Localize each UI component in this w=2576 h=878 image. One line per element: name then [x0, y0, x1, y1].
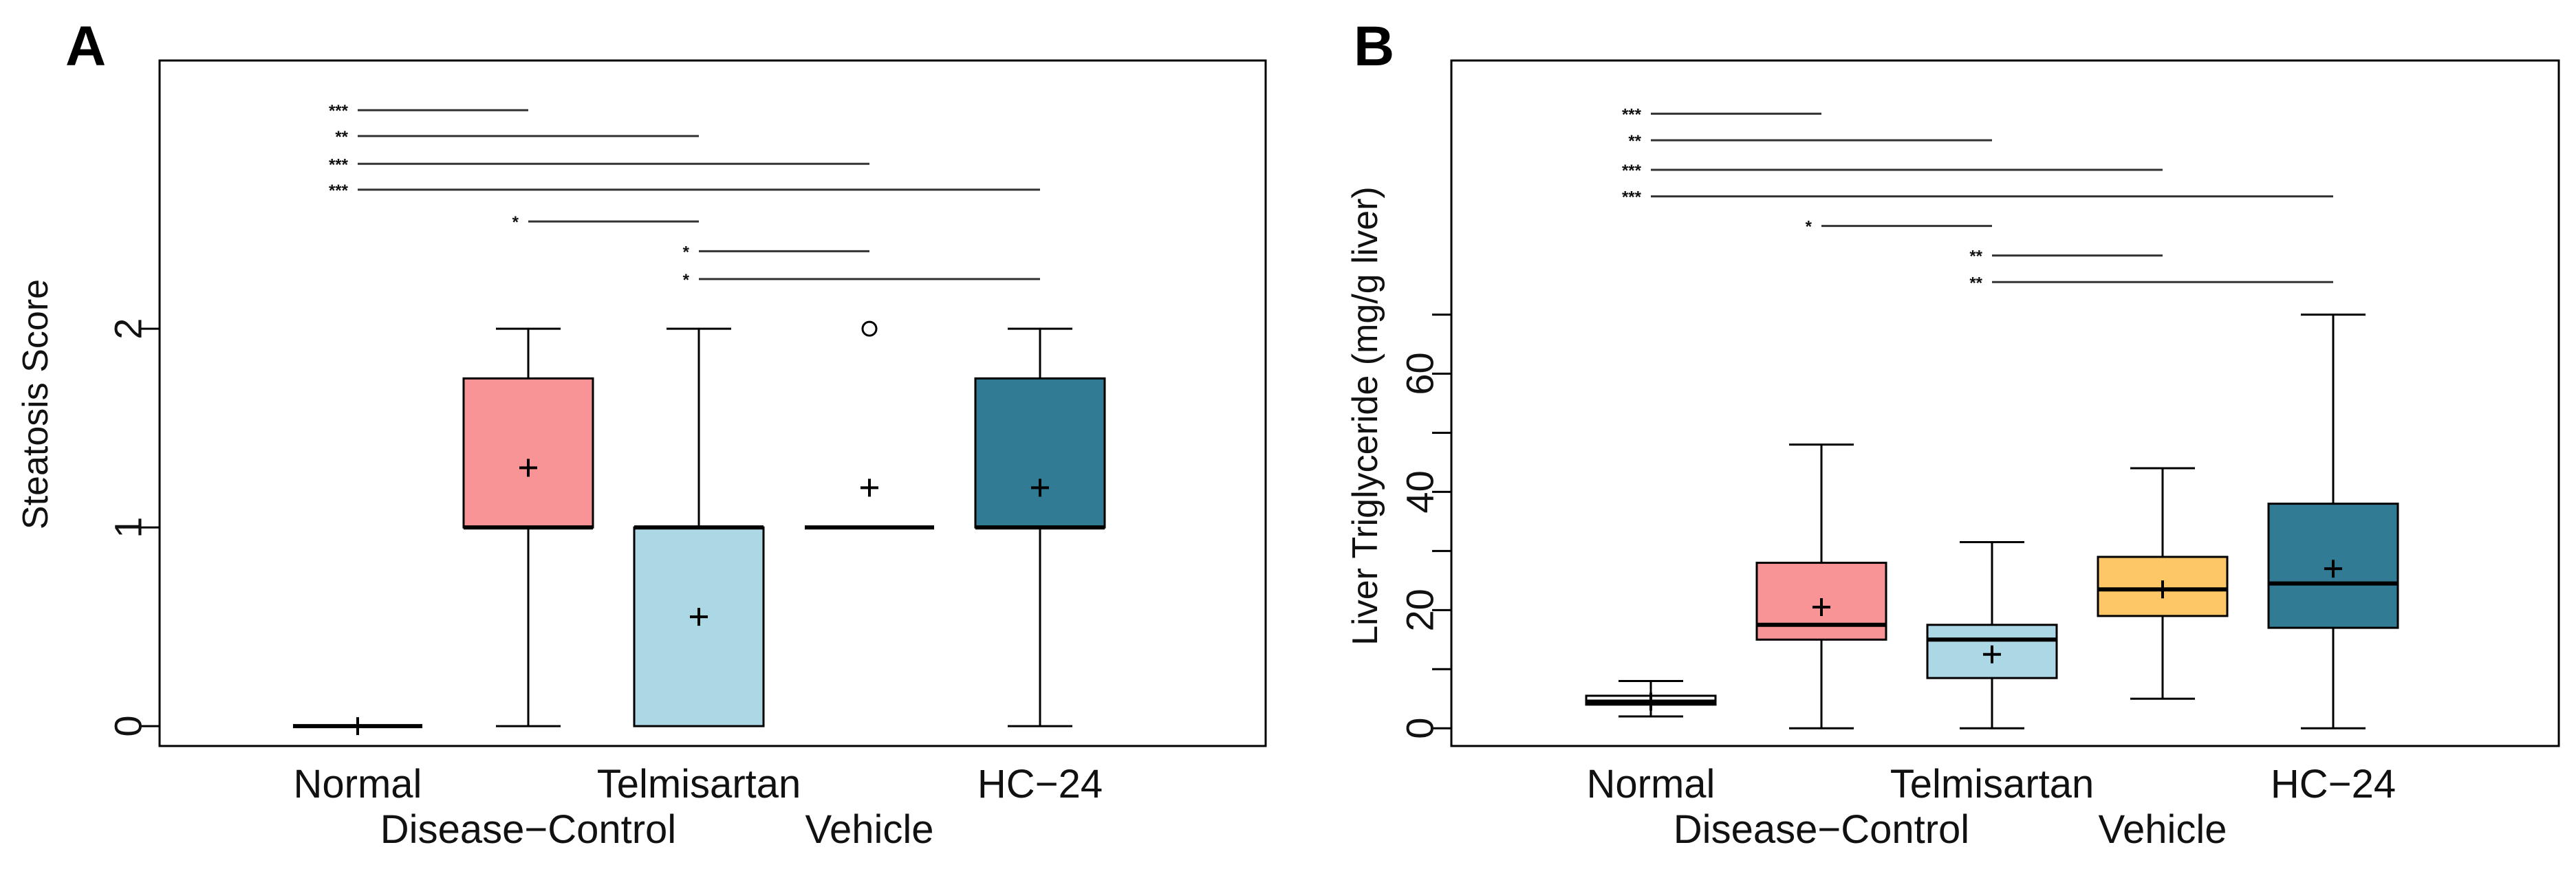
panel-a-box-group: [633, 327, 765, 727]
box-body: [633, 526, 765, 727]
panel-b-ytick-label-60: 60: [1398, 352, 1442, 395]
significance-label: *: [683, 271, 690, 289]
panel-b-y-axis-label: Liver Triglyceride (mg/g liver): [1345, 186, 1385, 646]
significance-label: ***: [1622, 162, 1642, 180]
box-body: [462, 377, 594, 529]
panel-b: B 0 20 40 60 Liver Triglyceride (mg/g liver) N…: [1345, 15, 2560, 852]
panel-b-category-label: Normal: [1587, 762, 1715, 806]
mean-marker: [2154, 580, 2172, 599]
panel-b-category-label: Telmisartan: [1890, 762, 2095, 806]
panel-b-category-label: Disease−Control: [1674, 807, 1969, 852]
panel-a-category-label: HC−24: [977, 762, 1103, 806]
panel-a-category-label: Vehicle: [805, 807, 933, 852]
panel-b-box-group: [1755, 443, 1887, 729]
significance-label: *: [683, 243, 690, 261]
mean-marker: [1031, 479, 1049, 497]
significance-label: **: [1969, 248, 1982, 266]
panel-b-category-label: HC−24: [2271, 762, 2396, 806]
panel-a-box-group: [974, 327, 1106, 727]
mean-marker: [690, 608, 708, 626]
panel-a-y-axis-label: Steatosis Score: [16, 279, 56, 529]
box-body: [1926, 624, 2058, 679]
panel-b-box-group: [2267, 314, 2399, 729]
box-body: [974, 377, 1106, 529]
significance-label: ***: [1622, 105, 1642, 124]
mean-marker: [519, 459, 537, 477]
significance-label: *: [1806, 218, 1812, 237]
significance-label: **: [335, 128, 348, 146]
mean-marker: [861, 479, 878, 497]
panel-a-letter: A: [65, 15, 106, 78]
panel-a-category-label: Normal: [294, 762, 422, 806]
panel-a-ytick-label-2: 2: [107, 318, 150, 340]
panel-a-ytick-label-1: 1: [107, 517, 150, 538]
mean-marker: [1642, 692, 1660, 711]
panel-b-ytick-label-40: 40: [1398, 470, 1442, 513]
mean-marker: [349, 717, 367, 736]
significance-label: ***: [329, 155, 349, 174]
panel-b-letter: B: [1354, 15, 1394, 78]
panel-b-ytick-label-0: 0: [1398, 718, 1442, 739]
panel-a-box-group: [462, 327, 594, 727]
panel-a-category-label: Telmisartan: [597, 762, 801, 806]
panel-a-ytick-label-0: 0: [107, 716, 150, 737]
panel-b-box-group: [2097, 467, 2229, 700]
significance-label: **: [1628, 132, 1641, 151]
significance-label: ***: [329, 182, 349, 200]
panel-b-box-group: [1585, 679, 1717, 718]
significance-label: ***: [329, 102, 349, 120]
outlier-point: [861, 320, 878, 337]
panel-a-category-label: Disease−Control: [380, 807, 676, 852]
mean-marker: [2324, 560, 2342, 578]
panel-a: A 0 1 2 Steatosis Score NormalDisease−Control…: [16, 15, 1267, 852]
mean-marker: [1983, 645, 2001, 663]
mean-marker: [1812, 598, 1830, 617]
panel-a-box-group: [293, 717, 422, 736]
panel-b-category-label: Vehicle: [2098, 807, 2227, 852]
panel-b-ytick-label-20: 20: [1398, 589, 1442, 631]
significance-label: **: [1969, 274, 1982, 292]
panel-a-box-group: [805, 320, 934, 530]
significance-label: ***: [1622, 188, 1642, 207]
significance-label: *: [512, 213, 519, 232]
panel-b-box-group: [1926, 540, 2058, 729]
